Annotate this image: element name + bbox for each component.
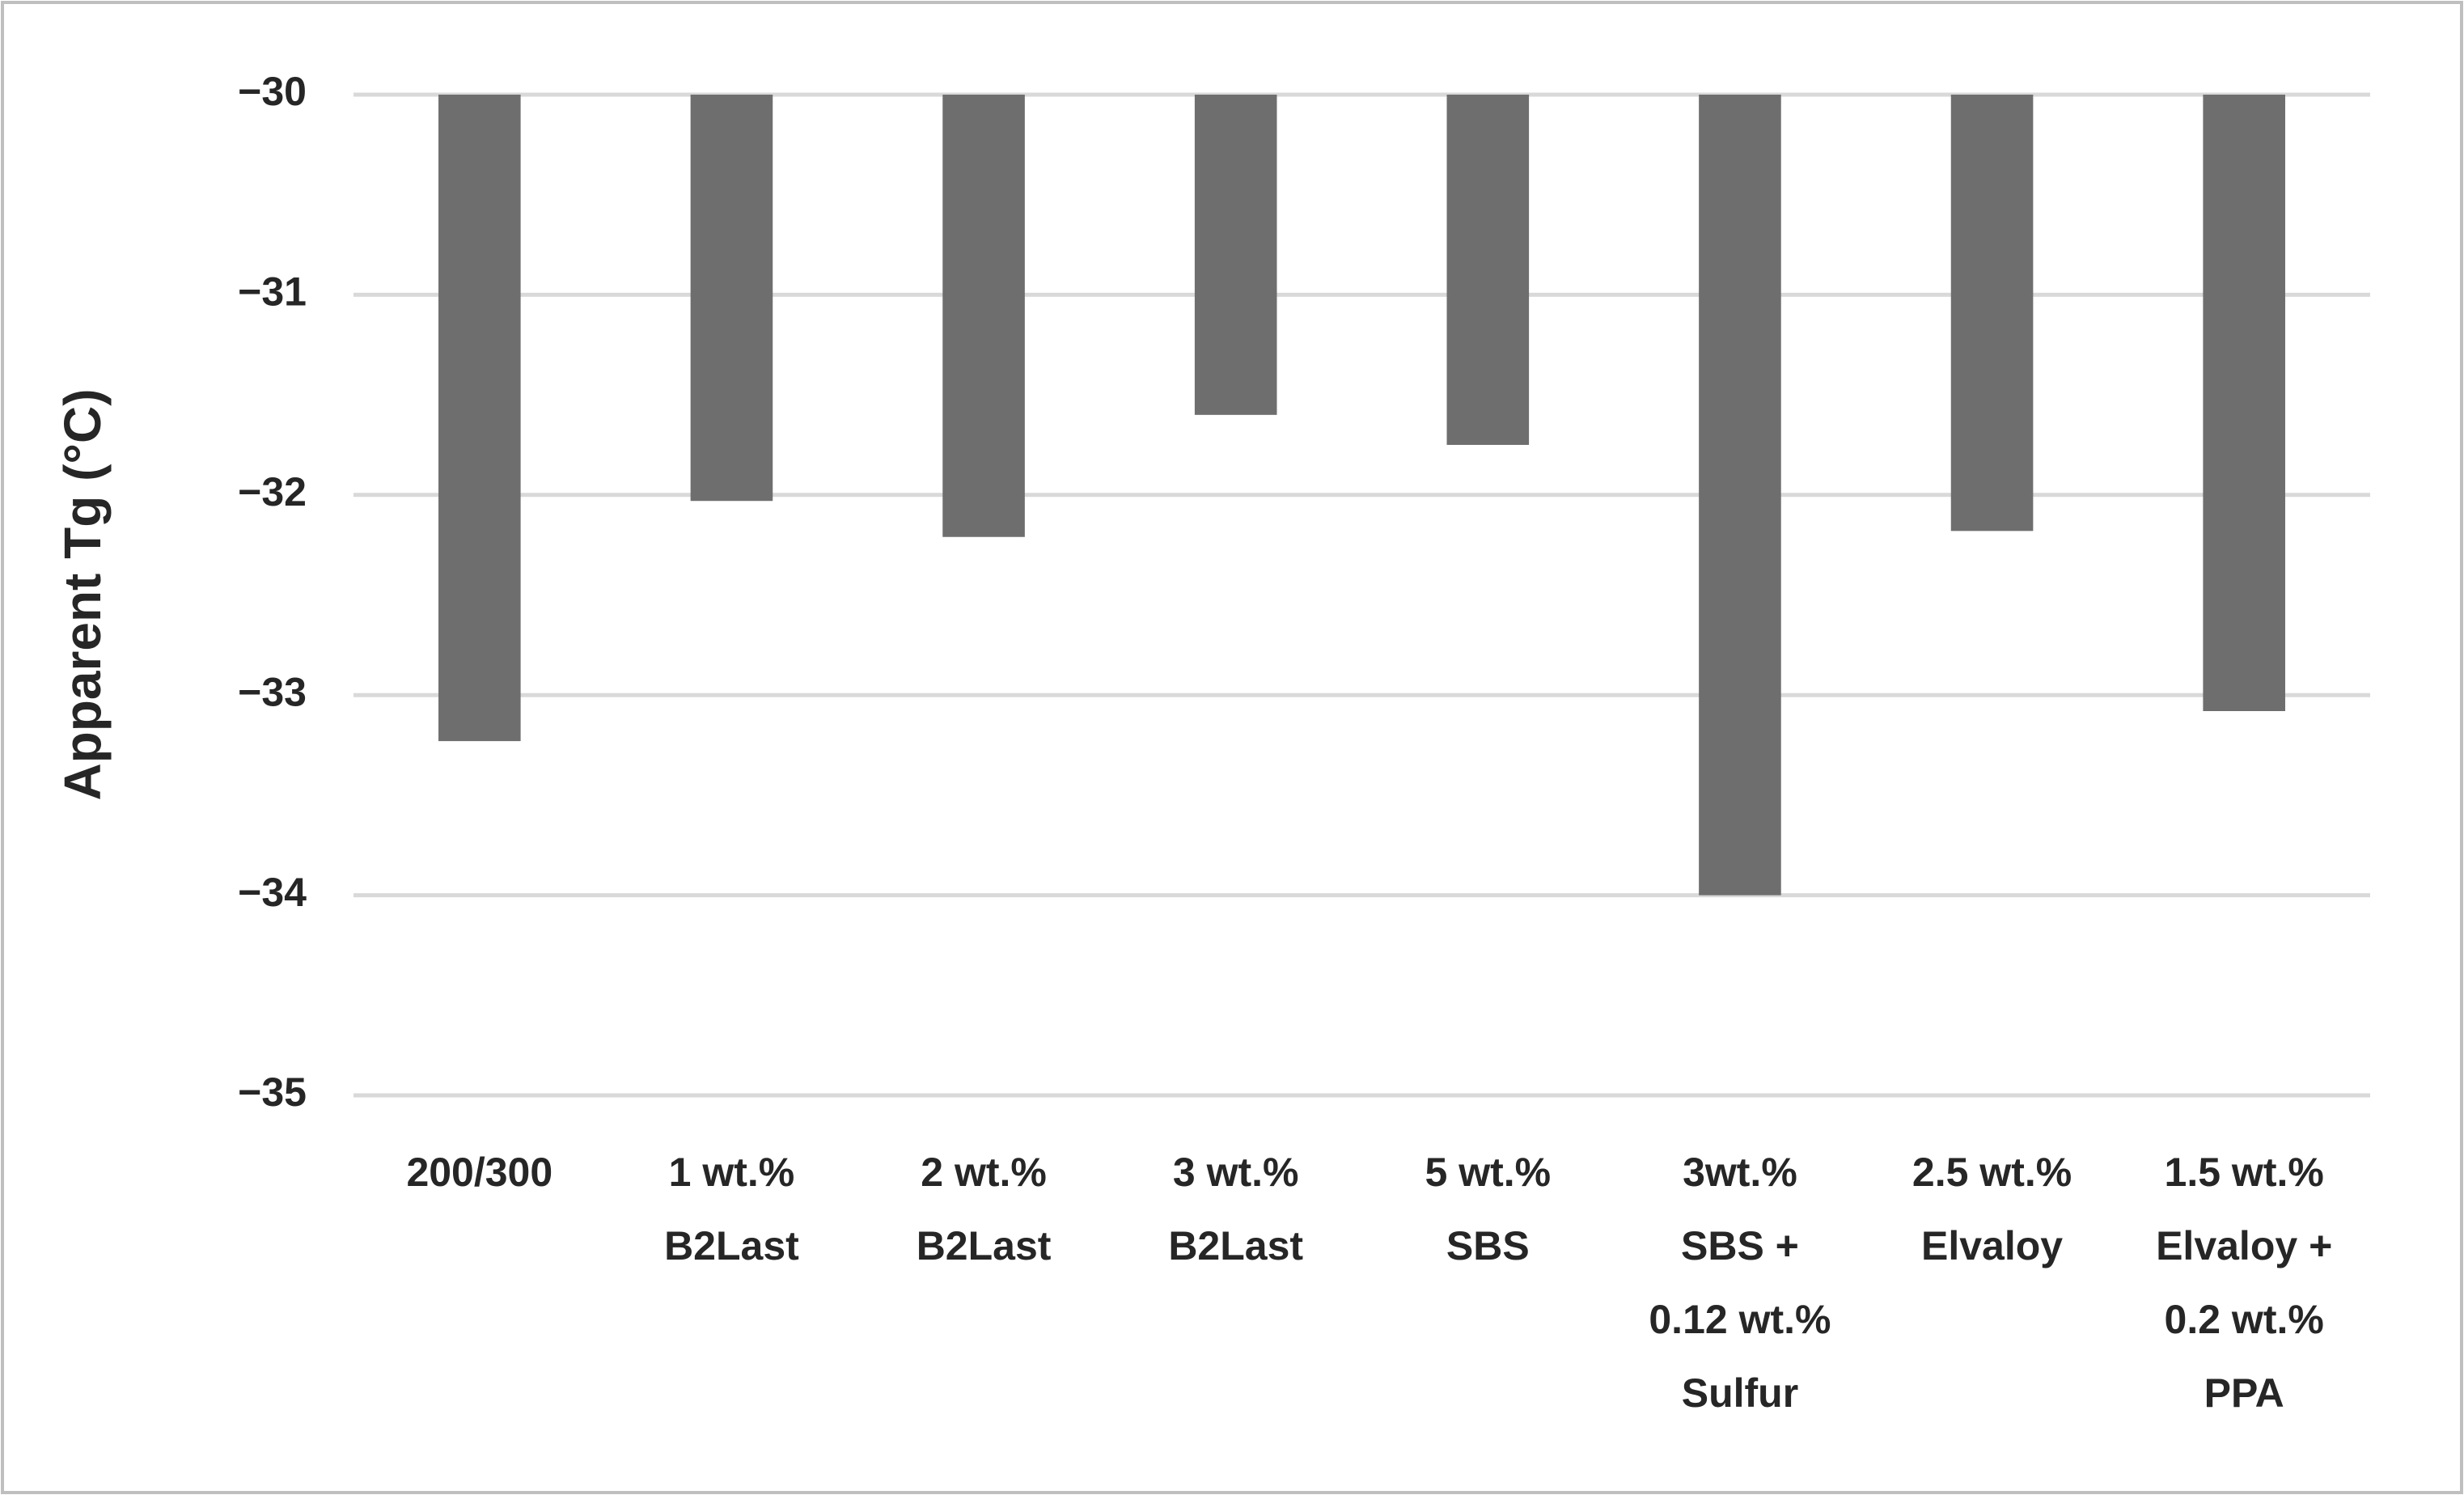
bar xyxy=(438,95,521,742)
x-tick-label-line: Elvaloy xyxy=(1921,1223,2063,1268)
bar xyxy=(2203,95,2285,711)
x-tick-label-line: 2 wt.% xyxy=(921,1150,1047,1195)
x-tick-label: 1 wt.% B2Last xyxy=(664,1150,799,1268)
x-tick-label: 2 wt.% B2Last xyxy=(917,1150,1052,1268)
y-axis-label: Apparent Tg (°C) xyxy=(53,388,112,800)
x-tick-label-line: 3wt.% xyxy=(1683,1150,1797,1195)
y-tick-label: −35 xyxy=(238,1069,307,1115)
bar xyxy=(690,95,773,502)
bar xyxy=(1194,95,1277,415)
x-tick-label-line: 1.5 wt.% xyxy=(2165,1150,2324,1195)
x-tick-label-line: 1 wt.% xyxy=(669,1150,795,1195)
x-tick-label: 3wt.% SBS + 0.12 wt.% Sulfur xyxy=(1649,1150,1831,1416)
bar xyxy=(1446,95,1530,445)
x-tick-label-line: 5 wt.% xyxy=(1425,1150,1552,1195)
x-tick-label: 2.5 wt.% Elvaloy xyxy=(1912,1150,2072,1268)
x-tick-label-line: 200/300 xyxy=(406,1150,552,1195)
x-tick-label-line: B2Last xyxy=(1168,1223,1303,1268)
y-tick-label: −32 xyxy=(238,469,307,515)
bar xyxy=(942,95,1025,537)
x-tick-label-line: 3 wt.% xyxy=(1173,1150,1299,1195)
x-tick-label-line: PPA xyxy=(2204,1370,2284,1416)
x-tick-label-line: B2Last xyxy=(917,1223,1052,1268)
x-tick-label-line: B2Last xyxy=(664,1223,799,1268)
x-tick-label-line: Sulfur xyxy=(1682,1370,1798,1416)
x-tick-label: 200/300 xyxy=(406,1150,552,1195)
x-tick-label-line: 2.5 wt.% xyxy=(1912,1150,2072,1195)
x-tick-label: 5 wt.% SBS xyxy=(1425,1150,1552,1268)
y-tick-label: −30 xyxy=(238,69,307,114)
y-tick-label: −31 xyxy=(238,269,307,315)
x-tick-label-line: SBS xyxy=(1446,1223,1530,1268)
y-tick-label: −34 xyxy=(238,870,307,915)
x-tick-label-line: SBS + xyxy=(1681,1223,1799,1268)
bar xyxy=(1950,95,2034,532)
x-tick-label-line: 0.12 wt.% xyxy=(1649,1297,1831,1342)
x-tick-label-line: Elvaloy + xyxy=(2156,1223,2332,1268)
x-tick-label: 3 wt.% B2Last xyxy=(1168,1150,1303,1268)
x-tick-label: 1.5 wt.% Elvaloy + 0.2 wt.% PPA xyxy=(2156,1150,2332,1416)
x-tick-label-line: 0.2 wt.% xyxy=(2165,1297,2324,1342)
bar xyxy=(1699,95,1781,896)
y-tick-label: −33 xyxy=(238,669,307,714)
